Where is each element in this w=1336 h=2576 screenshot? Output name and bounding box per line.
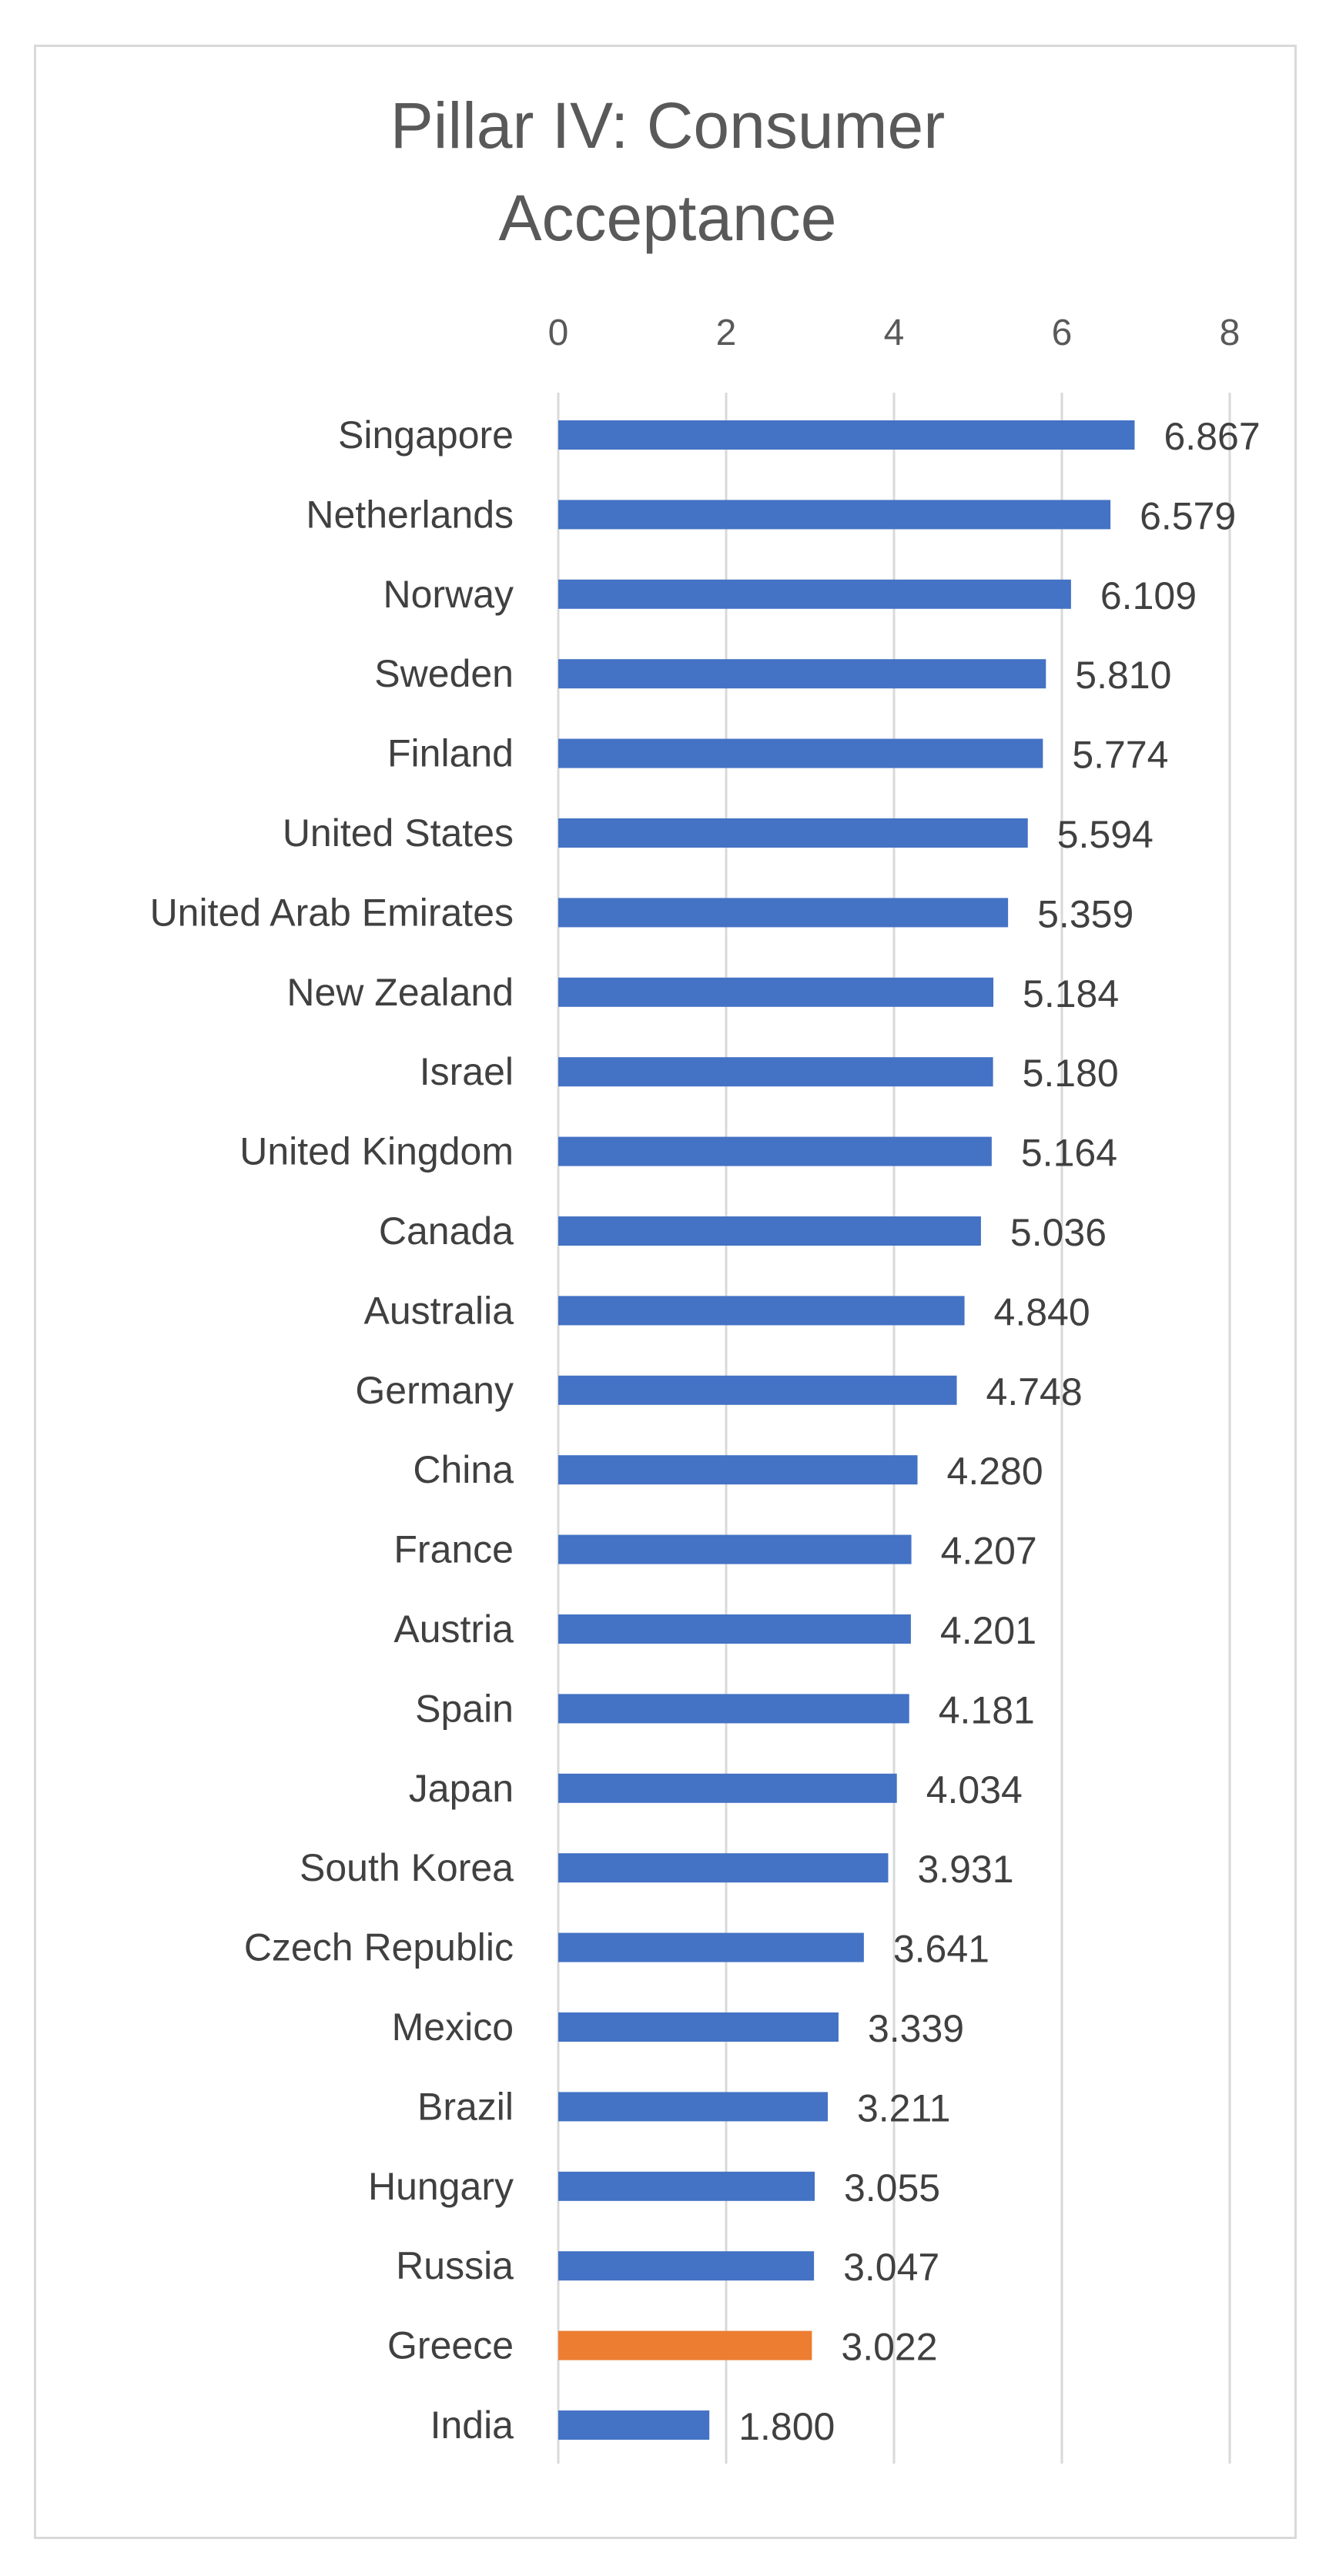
bar-united-kingdom xyxy=(558,1136,992,1166)
category-label-germany: Germany xyxy=(355,1369,514,1412)
x-tick-label-4: 4 xyxy=(884,313,905,353)
category-label-austria: Austria xyxy=(393,1607,514,1651)
category-label-canada: Canada xyxy=(379,1209,514,1253)
bar-spain xyxy=(558,1694,909,1724)
category-label-united-arab-emirates: United Arab Emirates xyxy=(150,891,514,934)
bar-brazil xyxy=(558,2092,828,2122)
bar-new-zealand xyxy=(558,977,994,1007)
category-label-sweden: Sweden xyxy=(374,652,514,695)
value-label-hungary: 3.055 xyxy=(844,2166,940,2210)
gridlines xyxy=(557,393,1231,2464)
bar-finland xyxy=(558,738,1043,768)
bar-hungary xyxy=(558,2171,815,2201)
category-label-czech-republic: Czech Republic xyxy=(244,1926,514,1969)
value-label-united-arab-emirates: 5.359 xyxy=(1037,892,1133,935)
category-label-spain: Spain xyxy=(415,1687,514,1730)
value-label-south-korea: 3.931 xyxy=(917,1848,1013,1891)
category-label-new-zealand: New Zealand xyxy=(286,971,514,1014)
bar-france xyxy=(558,1534,912,1564)
category-label-south-korea: South Korea xyxy=(300,1846,514,1889)
bar-south-korea xyxy=(558,1853,889,1883)
value-label-australia: 4.840 xyxy=(994,1290,1090,1333)
value-label-czech-republic: 3.641 xyxy=(893,1928,989,1971)
bar-germany xyxy=(558,1375,957,1405)
value-label-france: 4.207 xyxy=(941,1530,1037,1573)
bar-greece xyxy=(558,2330,812,2360)
x-tick-label-2: 2 xyxy=(716,313,737,353)
value-label-germany: 4.748 xyxy=(986,1370,1083,1413)
category-label-japan: Japan xyxy=(409,1767,514,1810)
value-label-greece: 3.022 xyxy=(841,2326,937,2369)
category-label-brazil: Brazil xyxy=(417,2085,514,2128)
bar-czech-republic xyxy=(558,1932,864,1962)
x-tick-label-0: 0 xyxy=(548,313,569,353)
bar-sweden xyxy=(558,659,1046,689)
bars xyxy=(558,420,1135,2440)
value-label-netherlands: 6.579 xyxy=(1140,494,1236,537)
bar-russia xyxy=(558,2251,815,2281)
bar-norway xyxy=(558,579,1071,609)
value-label-new-zealand: 5.184 xyxy=(1023,972,1119,1015)
category-label-singapore: Singapore xyxy=(338,413,514,457)
value-label-singapore: 6.867 xyxy=(1164,415,1261,458)
category-label-australia: Australia xyxy=(363,1289,514,1332)
value-label-sweden: 5.810 xyxy=(1075,654,1171,697)
x-tick-label-8: 8 xyxy=(1220,313,1241,353)
bar-netherlands xyxy=(558,500,1111,530)
x-tick-label-6: 6 xyxy=(1052,313,1073,353)
value-label-finland: 5.774 xyxy=(1072,734,1168,777)
category-label-france: France xyxy=(393,1528,514,1571)
bar-mexico xyxy=(558,2012,839,2042)
value-label-india: 1.800 xyxy=(738,2405,835,2448)
chart-frame xyxy=(34,45,1297,2539)
bar-india xyxy=(558,2410,710,2440)
chart-title-line-1: Pillar IV: Consumer xyxy=(390,89,945,162)
category-label-hungary: Hungary xyxy=(368,2165,514,2208)
category-label-mexico: Mexico xyxy=(392,2006,514,2049)
value-label-united-states: 5.594 xyxy=(1057,813,1154,856)
bar-austria xyxy=(558,1614,911,1644)
category-label-united-kingdom: United Kingdom xyxy=(239,1130,514,1173)
bar-israel xyxy=(558,1057,993,1087)
category-label-greece: Greece xyxy=(387,2324,514,2367)
value-label-united-kingdom: 5.164 xyxy=(1021,1132,1117,1175)
category-label-russia: Russia xyxy=(396,2244,514,2287)
bar-canada xyxy=(558,1216,981,1246)
value-label-israel: 5.180 xyxy=(1023,1052,1119,1095)
data-labels: 6.867 6.579 6.109 5.810 5.774 5.594 5.359 5.184… xyxy=(738,415,1260,2448)
value-label-china: 4.280 xyxy=(947,1450,1043,1493)
category-label-finland: Finland xyxy=(387,732,514,775)
bar-china xyxy=(558,1455,918,1485)
bar-japan xyxy=(558,1773,897,1803)
category-labels: Singapore Netherlands Norway Sweden Finland U… xyxy=(150,413,514,2447)
category-label-norway: Norway xyxy=(383,573,514,616)
value-label-japan: 4.034 xyxy=(926,1768,1023,1812)
value-label-mexico: 3.339 xyxy=(868,2007,964,2050)
category-label-israel: Israel xyxy=(420,1050,514,1093)
value-label-russia: 3.047 xyxy=(843,2246,939,2289)
bar-united-arab-emirates xyxy=(558,898,1009,928)
value-label-brazil: 3.211 xyxy=(857,2086,950,2129)
bar-singapore xyxy=(558,420,1135,450)
value-label-austria: 4.201 xyxy=(940,1609,1036,1652)
category-label-netherlands: Netherlands xyxy=(306,493,514,536)
category-label-china: China xyxy=(413,1448,514,1491)
value-label-canada: 5.036 xyxy=(1010,1211,1107,1254)
value-label-norway: 6.109 xyxy=(1100,574,1197,617)
category-label-india: India xyxy=(430,2404,514,2447)
x-axis-ticks: 0 2 4 6 8 xyxy=(548,313,1241,353)
bar-united-states xyxy=(558,818,1028,848)
value-label-spain: 4.181 xyxy=(939,1688,1035,1731)
bar-australia xyxy=(558,1296,965,1326)
chart-title-line-2: Acceptance xyxy=(499,182,837,254)
category-label-united-states: United States xyxy=(283,811,514,855)
